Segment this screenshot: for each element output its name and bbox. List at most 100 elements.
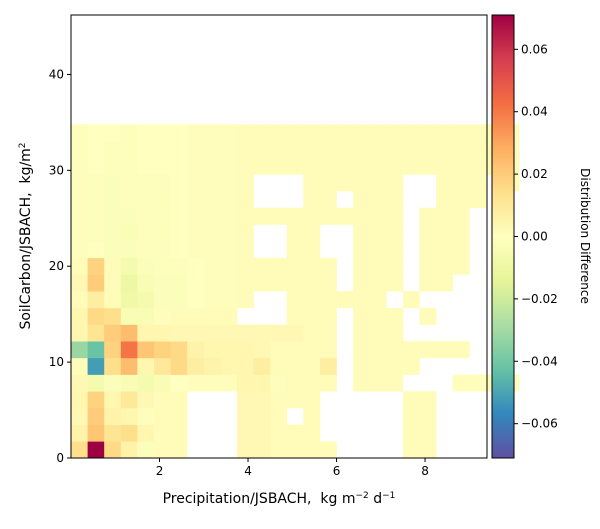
heatmap-cell xyxy=(303,357,321,375)
heatmap-cell xyxy=(137,241,155,259)
heatmap-cell xyxy=(452,241,470,259)
heatmap-cell xyxy=(153,124,171,142)
heatmap-cell xyxy=(137,424,155,442)
heatmap-cell xyxy=(87,374,105,392)
heatmap-cell xyxy=(353,307,371,325)
heatmap-cell xyxy=(270,324,288,342)
heatmap-cell xyxy=(203,374,221,392)
heatmap-cell xyxy=(353,341,371,359)
heatmap-cell xyxy=(104,124,122,142)
heatmap-cell xyxy=(419,424,437,442)
heatmap-cell xyxy=(187,357,205,375)
heatmap-cell xyxy=(419,341,437,359)
heatmap-cell xyxy=(270,207,288,225)
heatmap-cell xyxy=(187,141,205,158)
x-axis-label: Precipitation/JSBACH, kg m−2 d−1 xyxy=(163,491,396,507)
heatmap-cell xyxy=(253,391,271,409)
heatmap-cell xyxy=(87,291,105,309)
heatmap-cell xyxy=(87,241,105,259)
heatmap-cell xyxy=(220,257,238,275)
heatmap-cell xyxy=(253,374,271,392)
heatmap-cell xyxy=(220,324,238,342)
heatmap-cell xyxy=(436,341,454,359)
heatmap-cell xyxy=(71,357,88,375)
heatmap-cell xyxy=(469,174,487,192)
heatmap-cell xyxy=(436,191,454,209)
heatmap-cell xyxy=(120,291,138,309)
heatmap-cell xyxy=(369,257,387,275)
heatmap-cell xyxy=(71,391,88,409)
heatmap-cell xyxy=(270,124,288,142)
heatmap-cell xyxy=(153,191,171,209)
heatmap-cell xyxy=(120,391,138,409)
heatmap-cell xyxy=(386,257,404,275)
heatmap-cell xyxy=(303,207,321,225)
heatmap-cell xyxy=(87,174,105,192)
heatmap-cell xyxy=(336,174,354,192)
heatmap-cell xyxy=(203,191,221,209)
plot-frame xyxy=(70,14,488,459)
heatmap-cell xyxy=(137,191,155,209)
heatmap-cell xyxy=(369,307,387,325)
heatmap-cell xyxy=(436,141,454,158)
heatmap-cell xyxy=(203,141,221,158)
heatmap-cell xyxy=(286,257,304,275)
heatmap-cell xyxy=(353,241,371,259)
heatmap-cell xyxy=(137,307,155,325)
heatmap-cell xyxy=(170,407,188,425)
x-tick-label: 6 xyxy=(333,464,341,478)
heatmap-cell xyxy=(286,341,304,359)
heatmap-cell xyxy=(104,424,122,442)
heatmap-cell xyxy=(452,174,470,192)
heatmap-cell xyxy=(319,441,337,459)
y-axis-ticks: 0 10 20 30 40 xyxy=(49,67,71,465)
heatmap-cell xyxy=(386,191,404,209)
heatmap-cell xyxy=(436,257,454,275)
heatmap-cell xyxy=(303,424,321,442)
heatmap-cell xyxy=(170,391,188,409)
heatmap-cell xyxy=(220,224,238,242)
colorbar-tick-label: −0.02 xyxy=(521,292,558,306)
heatmap-cell xyxy=(236,374,254,392)
heatmap-cell xyxy=(170,174,188,192)
heatmap-cell xyxy=(170,441,188,459)
heatmap-cell xyxy=(153,141,171,158)
heatmap-cell xyxy=(436,174,454,192)
heatmap-cell xyxy=(104,341,122,359)
heatmap-cell xyxy=(203,357,221,375)
heatmap-cell xyxy=(303,341,321,359)
heatmap-cell xyxy=(120,407,138,425)
heatmap-cell xyxy=(170,191,188,209)
heatmap-cell xyxy=(270,407,288,425)
heatmap-cell xyxy=(153,424,171,442)
heatmap-cell xyxy=(419,241,437,259)
heatmap-cell xyxy=(353,357,371,375)
heatmap-cell xyxy=(104,441,122,459)
heatmap-cell xyxy=(236,224,254,242)
heatmap-cell xyxy=(353,324,371,342)
heatmap-cell xyxy=(104,191,122,209)
heatmap-cell xyxy=(87,307,105,325)
heatmap-cell xyxy=(120,357,138,375)
heatmap-cell xyxy=(386,241,404,259)
heatmap-cell xyxy=(353,191,371,209)
heatmap-cell xyxy=(419,141,437,158)
heatmap-cell xyxy=(386,324,404,342)
heatmap-cell xyxy=(436,124,454,142)
heatmap-cell xyxy=(187,341,205,359)
heatmap-cell xyxy=(187,324,205,342)
heatmap-cell xyxy=(419,207,437,225)
heatmap-cell xyxy=(452,191,470,209)
heatmap-cell xyxy=(353,124,371,142)
colorbar xyxy=(491,14,515,459)
heatmap-cell xyxy=(71,374,88,392)
heatmap-cell xyxy=(236,207,254,225)
heatmap-cell xyxy=(120,174,138,192)
heatmap-cell xyxy=(87,407,105,425)
heatmap-cell xyxy=(319,157,337,175)
heatmap-cell xyxy=(452,207,470,225)
heatmap-cell xyxy=(236,424,254,442)
heatmap-cell xyxy=(402,424,420,442)
heatmap-cell xyxy=(386,141,404,158)
